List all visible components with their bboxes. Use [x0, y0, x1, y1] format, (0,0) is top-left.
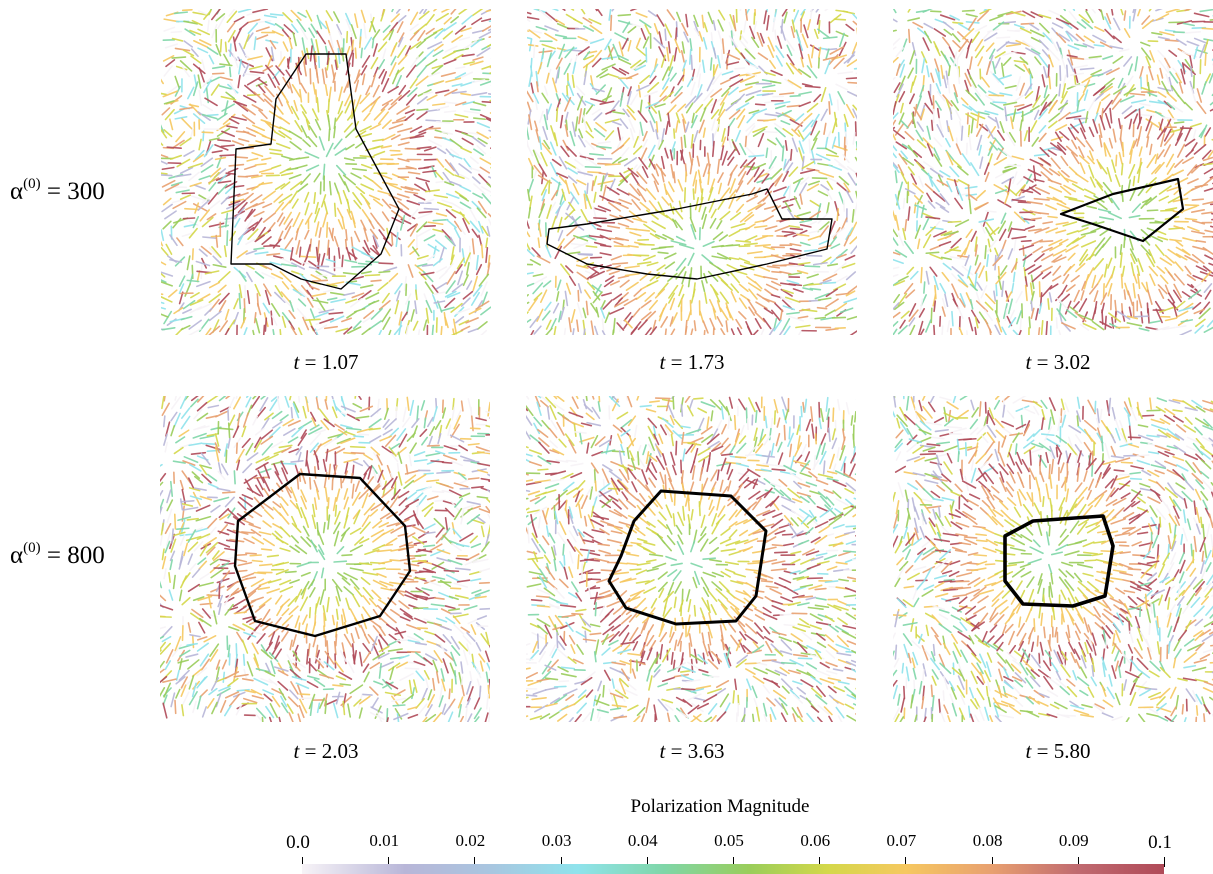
- colorbar-tick-mark: [388, 857, 390, 867]
- vector-field-arrows: [160, 396, 490, 722]
- colorbar-tick-label: 0.04: [627, 831, 658, 850]
- vector-field-panel-alpha300-t302: [893, 9, 1213, 335]
- colorbar-tick-mark: [1077, 857, 1079, 867]
- row-label-alpha-300: α(0) = 300: [10, 176, 105, 206]
- colorbar-tick-mark: [991, 857, 993, 867]
- colorbar-title: Polarization Magnitude: [630, 796, 810, 817]
- domain-contour: [1059, 177, 1185, 243]
- colorbar-tick-label: 0.09: [1058, 831, 1089, 850]
- colorbar-tick-mark: [819, 857, 821, 867]
- colorbar-tick-mark: [474, 857, 476, 867]
- colorbar-tick-label: 0.07: [886, 831, 917, 850]
- domain-contour: [230, 53, 400, 290]
- vector-field-arrows: [527, 9, 857, 335]
- colorbar-tick-label: 0.08: [972, 831, 1003, 850]
- domain-contour: [607, 489, 768, 626]
- vector-field-panel-alpha800-t363: [526, 396, 856, 722]
- vector-field-panel-alpha800-t203: [160, 396, 490, 722]
- colorbar-tick-mark: [733, 857, 734, 867]
- alpha-symbol: α: [10, 178, 24, 205]
- time-label: t = 1.07: [293, 350, 359, 374]
- colorbar-tick-label: 0.03: [541, 831, 572, 850]
- vector-field-arrows: [526, 396, 856, 722]
- domain-contour: [546, 188, 833, 280]
- alpha-superscript: (0): [23, 176, 41, 192]
- alpha-symbol: α: [10, 542, 24, 569]
- colorbar-tick-mark: [302, 857, 303, 867]
- colorbar-tick-mark: [646, 857, 648, 867]
- colorbar-tick-label: 0.01: [369, 831, 400, 850]
- time-label: t = 3.63: [659, 739, 725, 763]
- time-label: t = 3.02: [1025, 350, 1091, 374]
- alpha-value: = 300: [46, 178, 105, 205]
- colorbar-tick-label: 0.06: [800, 831, 831, 850]
- colorbar-tick-label: 0.02: [455, 831, 486, 850]
- colorbar-tick-mark: [560, 857, 562, 867]
- colorbar-gradient: [302, 864, 1164, 874]
- time-label: t = 5.80: [1025, 739, 1091, 763]
- alpha-value: = 800: [46, 542, 105, 569]
- vector-field-arrows: [893, 396, 1213, 722]
- alpha-superscript: (0): [23, 540, 41, 556]
- domain-contour: [233, 472, 412, 638]
- time-label: t = 1.73: [659, 350, 725, 374]
- colorbar-tick-mark: [1164, 857, 1165, 867]
- colorbar-tick-label: 0.0: [286, 832, 310, 853]
- vector-field-panel-alpha300-t173: [527, 9, 857, 335]
- vector-field-arrows: [161, 9, 491, 335]
- time-label: t = 2.03: [293, 739, 359, 763]
- vector-field-panel-alpha800-t580: [893, 396, 1213, 722]
- row-label-alpha-800: α(0) = 800: [10, 540, 105, 570]
- colorbar-tick-mark: [905, 857, 907, 867]
- colorbar-tick-label: 0.1: [1148, 832, 1172, 853]
- vector-field-arrows: [893, 9, 1213, 335]
- vector-field-panel-alpha300-t107: [161, 9, 491, 335]
- domain-contour: [1003, 514, 1115, 608]
- colorbar-tick-label: 0.05: [714, 831, 744, 850]
